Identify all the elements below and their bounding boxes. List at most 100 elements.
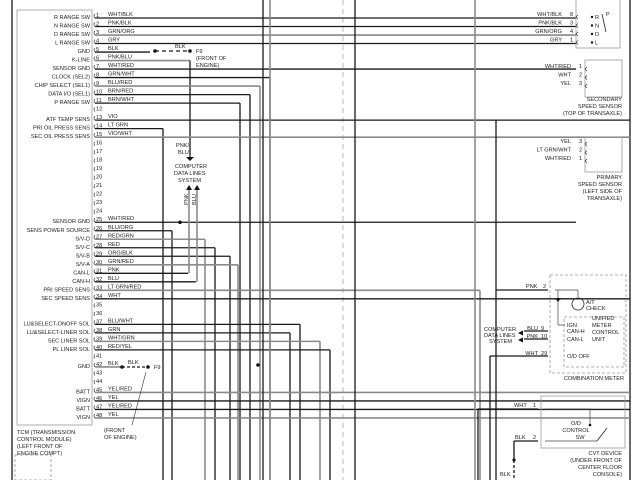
pin-number: 34 <box>96 294 102 300</box>
pin-number: 41 <box>96 353 102 359</box>
wire-color-label: GRY <box>550 38 562 44</box>
connector-icon <box>93 371 96 376</box>
wire-color-label: WHT/RED <box>545 64 571 70</box>
pin-label: BATT <box>76 389 90 395</box>
pin-label: PRI SPEED SENS <box>43 287 90 293</box>
data-wire-label-2: BLU <box>178 150 189 156</box>
wire-color-label: RED/GRN <box>108 233 134 239</box>
pin-number: 1 <box>96 13 99 19</box>
switch-label-3: SW <box>575 435 585 441</box>
ground-f9-bottom: BLK F9 (FRONT OF ENGINE) <box>104 360 161 441</box>
meter-data-lines-3: SYSTEM <box>489 339 512 345</box>
switch-contact <box>590 15 594 19</box>
meter-wire-pnk: PNK <box>526 284 538 290</box>
pin-label: VIGN <box>76 398 90 404</box>
connector-icon <box>93 73 96 78</box>
pin-label: SENS POWER SOURCE <box>27 228 91 234</box>
diode-icon <box>555 298 561 302</box>
connector-icon <box>93 354 96 359</box>
wire-color-label: RED/YEL <box>108 344 132 350</box>
switch-label-1: O/D <box>571 421 581 427</box>
arrow-left-icon <box>518 330 523 336</box>
ground-wire-label: BLK <box>128 360 139 366</box>
pin-number: 7 <box>96 64 99 70</box>
signal-label: O/D OFF <box>567 354 590 360</box>
pin-label: L RANGE SW <box>55 41 91 47</box>
primary-sensor-box <box>584 136 623 173</box>
unified-meter-unit-box <box>563 316 625 368</box>
connector-icon <box>93 405 96 410</box>
ground-dot <box>146 365 150 369</box>
pin-label: GND <box>78 364 90 370</box>
signal-label: CAN-H <box>567 329 585 335</box>
ground-f9-top: BLK F9 (FRONT OF ENGINE) <box>153 44 227 69</box>
ground-wire-label: BLK <box>175 44 186 50</box>
wire-color-label: YEL/RED <box>108 403 132 409</box>
connector-icon <box>93 98 96 104</box>
pin-label: SEC SPEED SENS <box>41 296 90 302</box>
pin-number: 8 <box>96 73 99 79</box>
wire-color-label: WHT/RED <box>108 216 134 222</box>
pin-number: 27 <box>96 234 102 240</box>
splice-dot <box>178 220 182 225</box>
cvt-device: WHT 1 BLK 2 BLK O/D CONTROL SW CVT DEVIC… <box>477 395 626 480</box>
connector-icon <box>93 64 96 70</box>
unit-label-1: UNIFIED <box>592 316 614 322</box>
pin-number: 25 <box>96 217 102 223</box>
connector-icon <box>93 303 96 308</box>
switch-contact <box>590 24 594 27</box>
wire-color-label: VIO/WHT <box>108 131 133 137</box>
pin-label: S/V-C <box>75 245 90 251</box>
wire-color-label: BLU/WHT <box>108 318 134 324</box>
wire-color-label: BLK <box>108 46 119 52</box>
ground-location-1: (FRONT OF <box>196 56 227 62</box>
arrow-up-icon <box>186 185 192 190</box>
wire-color-label: BRN/RED <box>108 89 133 95</box>
wire-color-label: YEL <box>108 395 119 401</box>
secondary-title-1: SECONDARY <box>587 97 623 103</box>
wire-color-label: YEL <box>560 139 571 145</box>
connector-icon <box>584 141 588 147</box>
primary-title-1: PRIMARY <box>597 175 623 181</box>
connector-icon <box>93 90 96 95</box>
pin-label: S/V-B <box>76 253 91 259</box>
wire-color-label: GRN <box>108 327 120 333</box>
pin-number: 17 <box>96 149 102 155</box>
combination-meter-title: COMBINATION METER <box>564 376 624 382</box>
ground-location-2: ENGINE) <box>196 63 219 69</box>
pin-number: 29 <box>96 251 102 257</box>
connector-icon <box>93 362 96 368</box>
range-position-label: N <box>595 24 599 30</box>
pin-label: PRI OIL PRESS SENS <box>33 126 90 132</box>
pin-number: 8 <box>570 12 573 18</box>
connector-icon <box>93 166 96 172</box>
pin-number: 35 <box>96 302 102 308</box>
ground-location-1: (FRONT <box>104 428 126 434</box>
data-lines-label-2: DATA LINES <box>174 171 206 177</box>
pin-number: 3 <box>570 21 573 27</box>
pin-number: 24 <box>96 209 102 215</box>
range-position-label: L <box>595 41 598 47</box>
arrow-wire-pnk: PNK <box>184 193 190 205</box>
connector-icon <box>93 388 96 393</box>
primary-title-3: (LEFT SIDE OF <box>583 189 623 195</box>
wires <box>95 0 630 480</box>
wire-color-label: VIO <box>108 114 118 120</box>
pin-number: 22 <box>96 192 102 198</box>
primary-title-2: SPEED SENSOR <box>578 182 622 188</box>
wire-color-label: GRN/ORG <box>108 29 135 35</box>
wire-color-label: RED <box>108 242 120 248</box>
pin-label: PL LINER SOL <box>53 347 90 353</box>
pin-label: K-LINE <box>72 58 90 64</box>
pin-number: 36 <box>96 311 102 317</box>
wire-color-label: PNK/BLK <box>538 21 562 27</box>
combination-meter: PNK 2 A/T CHECK UNIFIED METER CONTROL UN… <box>484 274 627 480</box>
connector-icon <box>93 345 96 351</box>
connector-icon <box>93 39 96 44</box>
pin-number: 30 <box>96 260 102 266</box>
pin-label: BATT <box>76 406 90 412</box>
arrow-left-icon <box>518 337 523 343</box>
cvt-wire-2: BLK <box>515 435 526 441</box>
pin-label: CHIP SELECT (SEL1) <box>35 83 91 89</box>
